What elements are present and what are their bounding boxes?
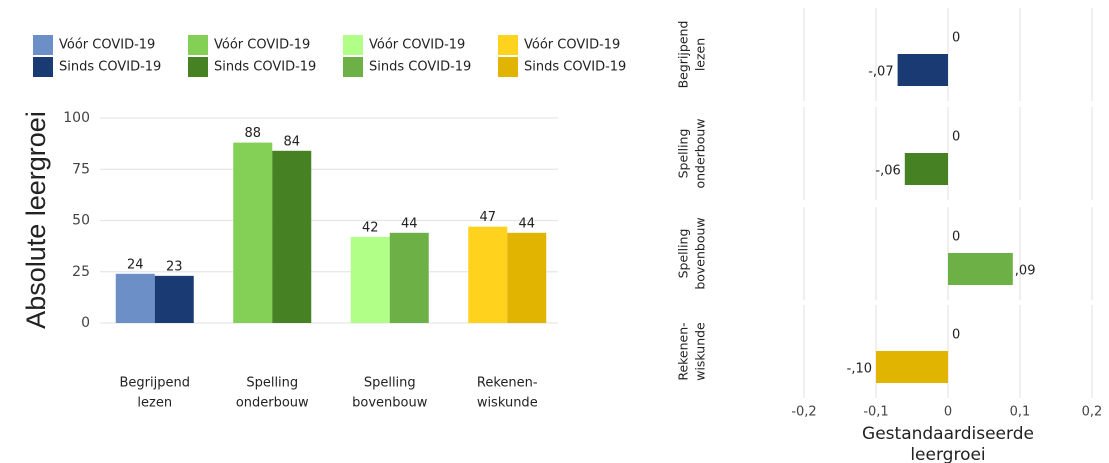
legend-swatch: [188, 35, 208, 55]
x-tick-label: Spelling: [246, 376, 298, 391]
value-label: 0: [952, 230, 960, 245]
bar: [154, 275, 194, 323]
x-axis-label: leergroei: [910, 445, 985, 463]
facet-label: lezen: [693, 38, 708, 71]
bar: [272, 150, 312, 323]
y-tick-label: 50: [72, 213, 90, 229]
legend-label: Sinds COVID-19: [214, 60, 316, 75]
legend-label: Vóór COVID-19: [369, 38, 465, 53]
legend-swatch: [343, 35, 363, 55]
value-label: 42: [362, 220, 379, 235]
bar: [350, 236, 390, 323]
bar: [233, 142, 273, 323]
x-tick-label: 0,2: [1082, 405, 1103, 420]
x-tick-label: 0: [944, 405, 952, 420]
legend-label: Vóór COVID-19: [214, 38, 310, 53]
x-tick-label: Spelling: [364, 376, 416, 391]
bar: [876, 351, 948, 383]
facet-label: Spelling: [676, 129, 691, 179]
value-label: 47: [479, 210, 496, 225]
value-label: 24: [127, 257, 144, 272]
x-tick-label: Begrijpend: [120, 376, 190, 391]
value-label: -,06: [875, 164, 900, 179]
value-label: 44: [518, 216, 535, 231]
legend-label: Vóór COVID-19: [59, 38, 155, 53]
bar: [389, 232, 429, 323]
facet-label: Rekenen-: [676, 322, 691, 380]
bar: [897, 54, 948, 86]
facet-label: Spelling: [676, 229, 691, 279]
bar: [507, 232, 547, 323]
value-label: 0: [952, 31, 960, 46]
legend-swatch: [498, 57, 518, 77]
facet-label: wiskunde: [693, 322, 708, 381]
x-tick-label: onderbouw: [236, 396, 309, 411]
value-label: 88: [244, 126, 261, 141]
y-tick-label: 0: [81, 315, 90, 331]
x-tick-label: wiskunde: [477, 396, 538, 411]
x-tick-label: -0,1: [863, 405, 888, 420]
x-tick-label: bovenbouw: [352, 396, 428, 411]
legend-swatch: [343, 57, 363, 77]
legend-swatch: [33, 35, 53, 55]
legend-swatch: [33, 57, 53, 77]
x-tick-label: Rekenen-: [477, 376, 538, 391]
bar: [468, 226, 508, 323]
legend-label: Sinds COVID-19: [524, 60, 626, 75]
x-tick-label: lezen: [137, 396, 172, 411]
legend-label: Sinds COVID-19: [369, 60, 471, 75]
y-tick-label: 25: [72, 264, 90, 280]
value-label: 23: [166, 259, 183, 274]
value-label: -,10: [847, 362, 872, 377]
facet-label: Begrijpend: [676, 21, 691, 89]
y-tick-label: 100: [63, 110, 90, 126]
value-label: 84: [283, 134, 300, 149]
legend-swatch: [498, 35, 518, 55]
y-tick-label: 75: [72, 161, 90, 177]
bar: [904, 153, 948, 185]
value-label: 0: [952, 328, 960, 343]
value-label: -,07: [868, 65, 893, 80]
facet-label: bovenbouw: [693, 217, 708, 289]
bar: [115, 273, 155, 323]
x-axis-label: Gestandaardiseerde: [862, 424, 1034, 444]
x-tick-label: 0,1: [1010, 405, 1031, 420]
value-label: 0: [952, 130, 960, 145]
legend-swatch: [188, 57, 208, 77]
legend-label: Vóór COVID-19: [524, 38, 620, 53]
legend-label: Sinds COVID-19: [59, 60, 161, 75]
value-label: 44: [401, 216, 418, 231]
x-tick-label: -0,2: [791, 405, 816, 420]
value-label: ,09: [1015, 264, 1036, 279]
facet-label: onderbouw: [693, 118, 708, 188]
y-axis-label: Absolute leergroei: [21, 111, 51, 329]
bar: [948, 253, 1013, 285]
